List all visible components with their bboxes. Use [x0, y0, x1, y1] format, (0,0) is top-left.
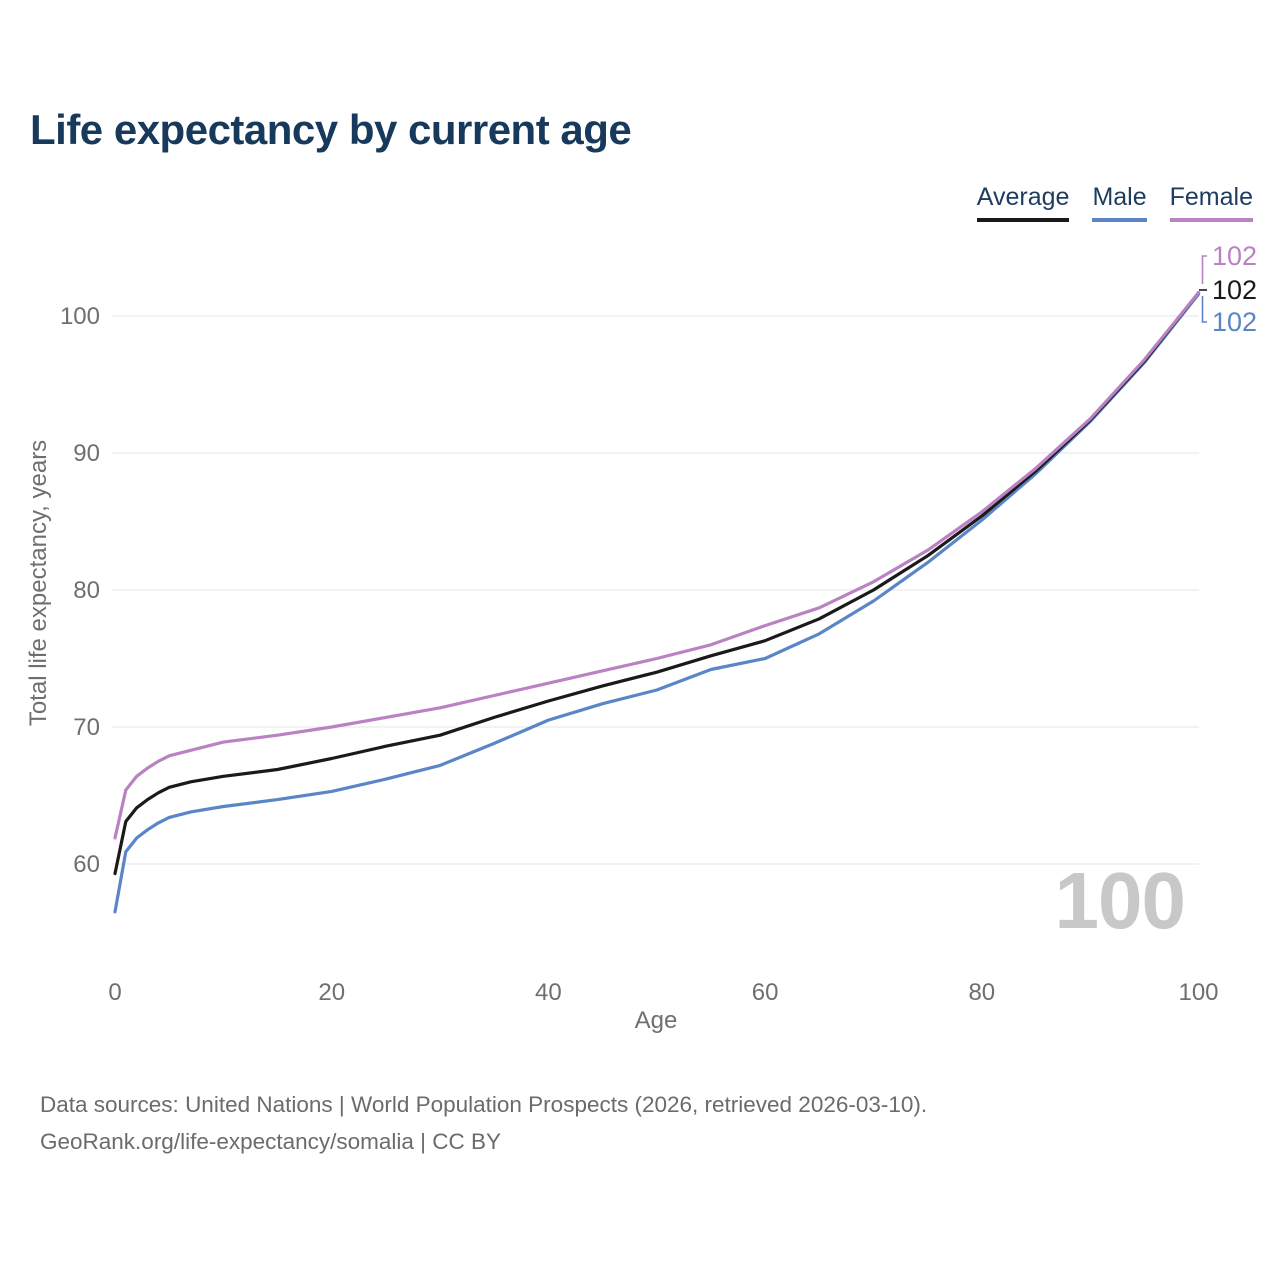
footer: Data sources: United Nations | World Pop…: [40, 1086, 927, 1160]
x-tick-label: 40: [535, 979, 562, 1006]
legend-item-female[interactable]: Female: [1169, 183, 1253, 222]
end-label-female: 102: [1212, 241, 1257, 271]
legend: Average Male Female: [976, 183, 1253, 222]
y-tick-label: 80: [73, 577, 100, 604]
watermark-text: 100: [1055, 856, 1185, 945]
footer-source-line: Data sources: United Nations | World Pop…: [40, 1092, 928, 1117]
series-line-average[interactable]: [113, 291, 1201, 876]
x-tick-label: 60: [752, 979, 779, 1006]
y-tick-label: 60: [73, 851, 100, 878]
end-label-male: 102: [1212, 307, 1257, 337]
series-line-male[interactable]: [113, 292, 1201, 914]
end-label-leader-male: [1201, 296, 1207, 323]
y-axis-title: Total life expectancy, years: [25, 440, 52, 726]
x-tick-label: 80: [968, 979, 995, 1006]
x-tick-label: 0: [108, 979, 121, 1006]
y-tick-label: 70: [73, 714, 100, 741]
footer-attribution-line: GeoRank.org/life-expectancy/somalia | CC…: [40, 1129, 502, 1154]
x-tick-label: 100: [1178, 979, 1218, 1006]
page-title: Life expectancy by current age: [30, 106, 632, 153]
legend-item-average[interactable]: Average: [976, 183, 1070, 222]
y-tick-label: 90: [73, 440, 100, 467]
end-label-average: 102: [1212, 275, 1257, 305]
end-label-leader-female: [1201, 255, 1207, 284]
series-line-female[interactable]: [113, 291, 1201, 840]
x-tick-label: 20: [318, 979, 345, 1006]
x-axis-title: Age: [635, 1007, 678, 1034]
legend-item-male[interactable]: Male: [1092, 183, 1147, 222]
y-tick-label: 100: [60, 303, 100, 330]
